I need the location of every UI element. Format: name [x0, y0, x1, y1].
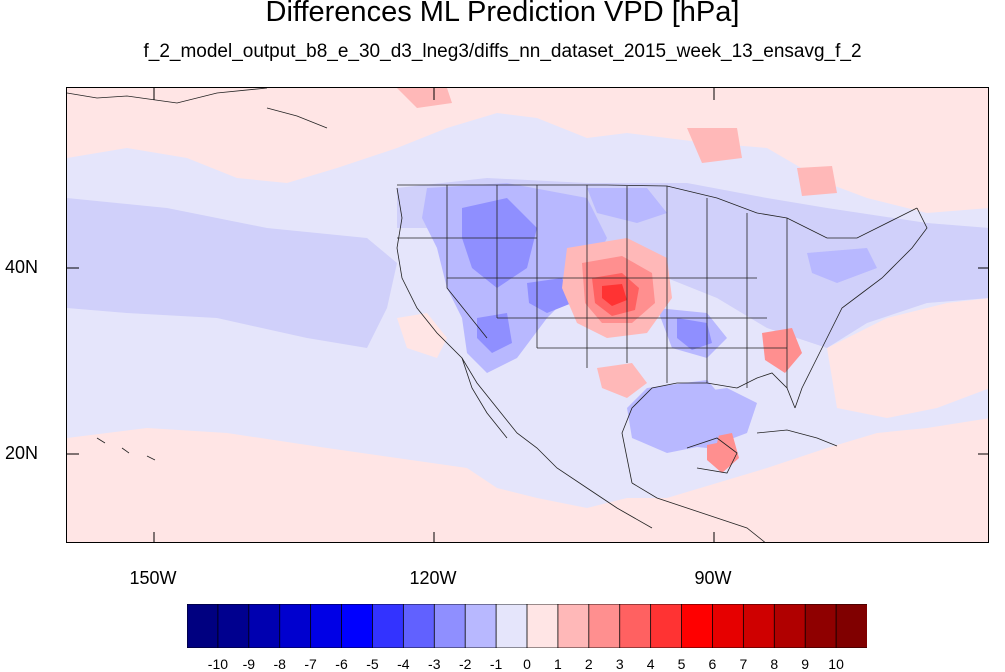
- lon-label-150w: 150W: [129, 568, 177, 588]
- colorbar-swatch: [495, 604, 528, 648]
- colorbar-tick-label: 4: [646, 656, 655, 672]
- colorbar-swatch: [433, 604, 467, 648]
- colorbar-tick-label: -4: [397, 656, 410, 672]
- colorbar-swatch: [187, 604, 219, 648]
- colorbar-tick-label: 5: [677, 656, 686, 672]
- map-title: Differences ML Prediction VPD [hPa]: [265, 0, 740, 28]
- lat-label-40n: 40N: [4, 257, 38, 277]
- colorbar-swatch: [372, 604, 405, 648]
- colorbar-swatch: [402, 604, 436, 648]
- colorbar-tick-label: 6: [708, 656, 717, 672]
- gulf-negative: [627, 380, 727, 453]
- colorbar-swatch: [217, 604, 250, 648]
- map-panel: [66, 87, 989, 543]
- colorbar-swatch: [248, 604, 281, 648]
- colorbar-tick-label: -3: [428, 656, 441, 672]
- colorbar-tick-label: -5: [366, 656, 379, 672]
- colorbar-tick-label: 0: [523, 656, 531, 672]
- lat-label-20n: 20N: [4, 443, 38, 463]
- colorbar-tick-label: 10: [828, 656, 844, 672]
- colorbar-swatch: [804, 604, 837, 648]
- colorbar: [187, 604, 867, 648]
- colorbar-tick-label: -1: [489, 656, 503, 672]
- other-positive-regions: [397, 88, 837, 473]
- colorbar-swatch: [650, 604, 683, 648]
- lon-label-90w: 90W: [694, 568, 732, 588]
- colorbar-tick-label: -8: [273, 656, 286, 672]
- colorbar-swatch: [619, 604, 652, 648]
- colorbar-tick-label: 3: [615, 656, 624, 672]
- colorbar-swatch: [712, 604, 745, 648]
- strong-negative-regions: [462, 198, 712, 353]
- colorbar-swatch: [526, 604, 559, 648]
- colorbar-swatch: [773, 604, 807, 648]
- colorbar-tick-label: 7: [739, 656, 748, 672]
- colorbar-tick-label: 8: [770, 656, 779, 672]
- colorbar-swatch: [464, 604, 497, 648]
- colorbar-swatch: [557, 604, 590, 648]
- colorbar-tick-label: 9: [801, 656, 810, 672]
- colorbar-tick-label: -2: [458, 656, 472, 672]
- colorbar-tick-label: 1: [554, 656, 562, 672]
- colorbar-swatch: [681, 604, 714, 648]
- positive-small-regions: [67, 88, 988, 542]
- colorbar-tick-label: -10: [207, 656, 229, 672]
- colorbar-swatch: [279, 604, 312, 648]
- colorbar-tick-label: -9: [242, 656, 256, 672]
- colorbar-tick-label: -7: [304, 656, 317, 672]
- colorbar-swatch: [742, 604, 776, 648]
- colorbar-tick-label: -6: [335, 656, 348, 672]
- colorbar-swatch: [588, 604, 621, 648]
- colorbar-swatch: [341, 604, 374, 648]
- map-subtitle: f_2_model_output_b8_e_30_d3_lneg3/diffs_…: [143, 41, 862, 62]
- lon-label-120w: 120W: [409, 568, 457, 588]
- axis-ticks: [67, 88, 988, 542]
- difference-field-map: [67, 88, 988, 542]
- coastlines-and-borders: [67, 88, 928, 542]
- colorbar-tick-label: 2: [584, 656, 593, 672]
- colorbar-swatch: [310, 604, 343, 648]
- colorbar-swatch: [835, 604, 867, 648]
